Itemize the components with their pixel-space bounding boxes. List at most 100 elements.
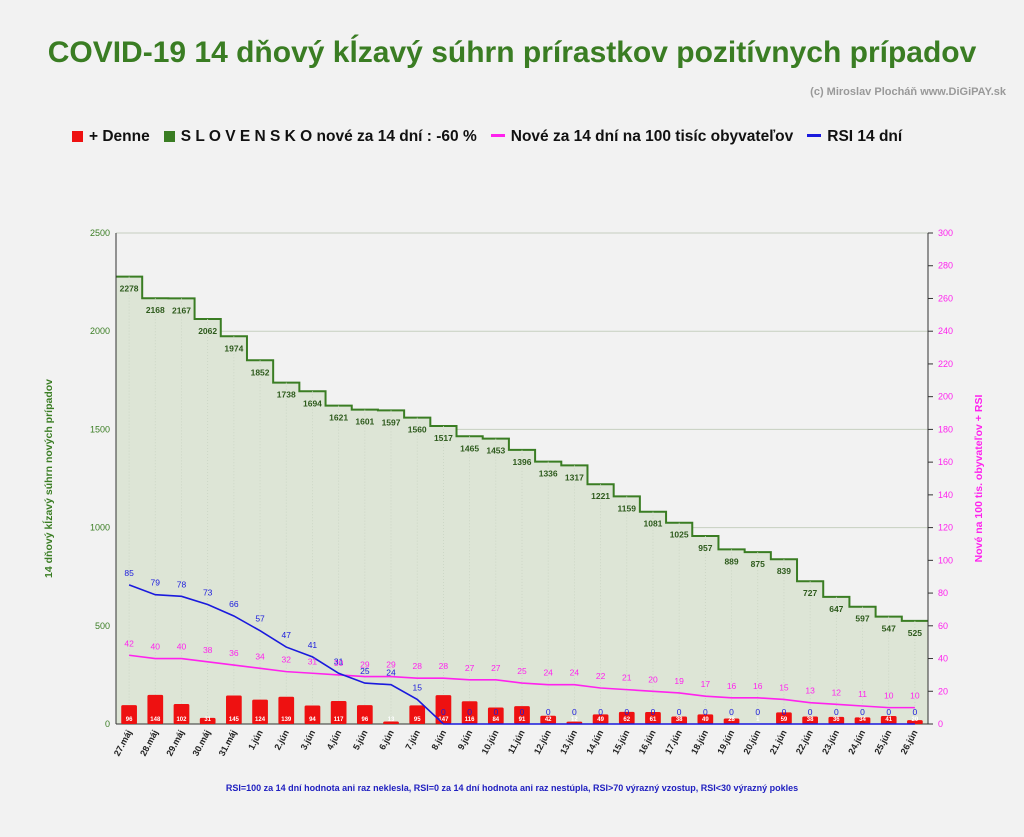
y-tick-left: 1000 [90,523,110,533]
y-axis-left-title: 14 dňový kĺzavý súhrn nových prípadov [41,379,55,578]
bar-label: 42 [545,717,552,723]
y-tick-right: 80 [938,588,948,598]
per100k-label: 40 [151,642,161,652]
per100k-label: 12 [832,687,842,697]
x-tick-label: 30.máj [190,728,212,757]
bar [854,717,871,724]
per100k-label: 11 [858,689,867,699]
x-tick-label: 16.jún [637,728,658,756]
per100k-label: 19 [674,676,684,686]
x-tick-label: 20.jún [741,728,762,756]
rsi-label: 0 [546,707,551,717]
bar [540,715,557,724]
y-tick-left: 0 [105,719,110,729]
rsi-label: 0 [677,707,682,717]
bar-label: 49 [702,717,709,723]
per100k-label: 10 [910,691,920,701]
bar-label: 96 [361,717,368,723]
credit-text: (c) Miroslav Plocháň www.DiGiPAY.sk [810,86,1006,98]
x-tick-label: 4.jún [325,728,344,751]
legend-marker-0 [72,131,83,142]
rsi-label: 15 [412,682,422,692]
bar-label: 145 [229,717,240,723]
bar [330,701,347,724]
bar [278,696,295,724]
rsi-label: 0 [782,707,787,717]
bar [147,694,164,724]
area-value-label: 957 [698,543,712,553]
area-value-label: 875 [751,559,765,569]
x-tick-label: 17.jún [663,728,684,756]
bar-label: 36 [833,717,840,723]
bar-label: 38 [676,717,683,723]
bar-label: 84 [492,717,499,723]
y-tick-left: 500 [95,621,110,631]
legend-marker-1 [163,131,175,142]
x-tick-label: 31.máj [217,728,239,757]
per100k-label: 10 [884,691,894,701]
bar [304,705,321,724]
per100k-label: 22 [596,671,606,681]
bar [645,712,661,724]
area-value-label: 1517 [434,433,453,443]
area-value-label: 727 [803,588,817,598]
y-tick-right: 300 [938,228,953,238]
x-tick-label: 24.jún [846,728,867,756]
y-tick-right: 60 [938,621,948,631]
per100k-label: 15 [779,682,789,692]
per100k-label: 34 [255,651,265,661]
legend-label-0: + Denne [89,128,150,145]
bar [121,705,137,724]
area-value-label: 1974 [224,343,243,353]
x-tick-label: 5.jún [351,728,370,751]
y-tick-left: 1500 [90,424,110,434]
per100k-label: 21 [622,673,632,683]
per100k-label: 28 [439,661,449,671]
x-tick-label: 27.máj [112,728,134,757]
y-tick-right: 240 [938,326,953,336]
bar [487,707,504,724]
bar-label: 94 [309,717,316,723]
rsi-label: 0 [651,707,656,717]
bar-label: 1 [756,717,760,723]
legend-label-1: S L O V E N S K O nové za 14 dní : -60 % [180,128,477,145]
y-tick-left: 2000 [90,326,110,336]
per100k-label: 36 [229,648,239,658]
bar-label: 95 [414,717,421,723]
per100k-label: 25 [517,666,527,676]
rsi-label: 78 [177,579,187,589]
bar-label: 59 [781,717,788,723]
area-value-label: 1852 [251,367,270,377]
bar [618,711,635,724]
y-tick-right: 280 [938,261,953,271]
rsi-label: 24 [386,668,396,678]
area-value-label: 2062 [198,326,217,336]
area-value-label: 2278 [120,284,139,294]
y-tick-right: 220 [938,359,953,369]
bar [252,699,268,724]
area-value-label: 1159 [618,503,637,513]
area-value-label: 839 [777,566,791,576]
x-tick-label: 14.jún [584,728,605,756]
bar-label: 102 [176,717,187,723]
x-tick-label: 18.jún [689,728,710,756]
per100k-label: 16 [727,681,737,691]
x-tick-label: 8.jún [429,728,448,751]
legend-item-0: + Denne [72,128,150,146]
bar [226,695,242,724]
bar [592,714,609,724]
per100k-label: 28 [412,661,422,671]
area-value-label: 547 [882,624,896,634]
area-value-label: 1738 [277,390,296,400]
legend-item-2: Nové za 14 dní na 100 tisíc obyvateľov [490,128,793,146]
x-tick-label: 19.jún [715,728,736,756]
per100k-label: 13 [805,686,815,696]
per100k-label: 40 [177,642,187,652]
rsi-label: 0 [860,707,865,717]
x-tick-label: 15.jún [610,728,631,756]
x-tick-label: 29.máj [164,728,186,757]
bar-label: 41 [885,717,892,723]
y-tick-right: 260 [938,293,953,303]
